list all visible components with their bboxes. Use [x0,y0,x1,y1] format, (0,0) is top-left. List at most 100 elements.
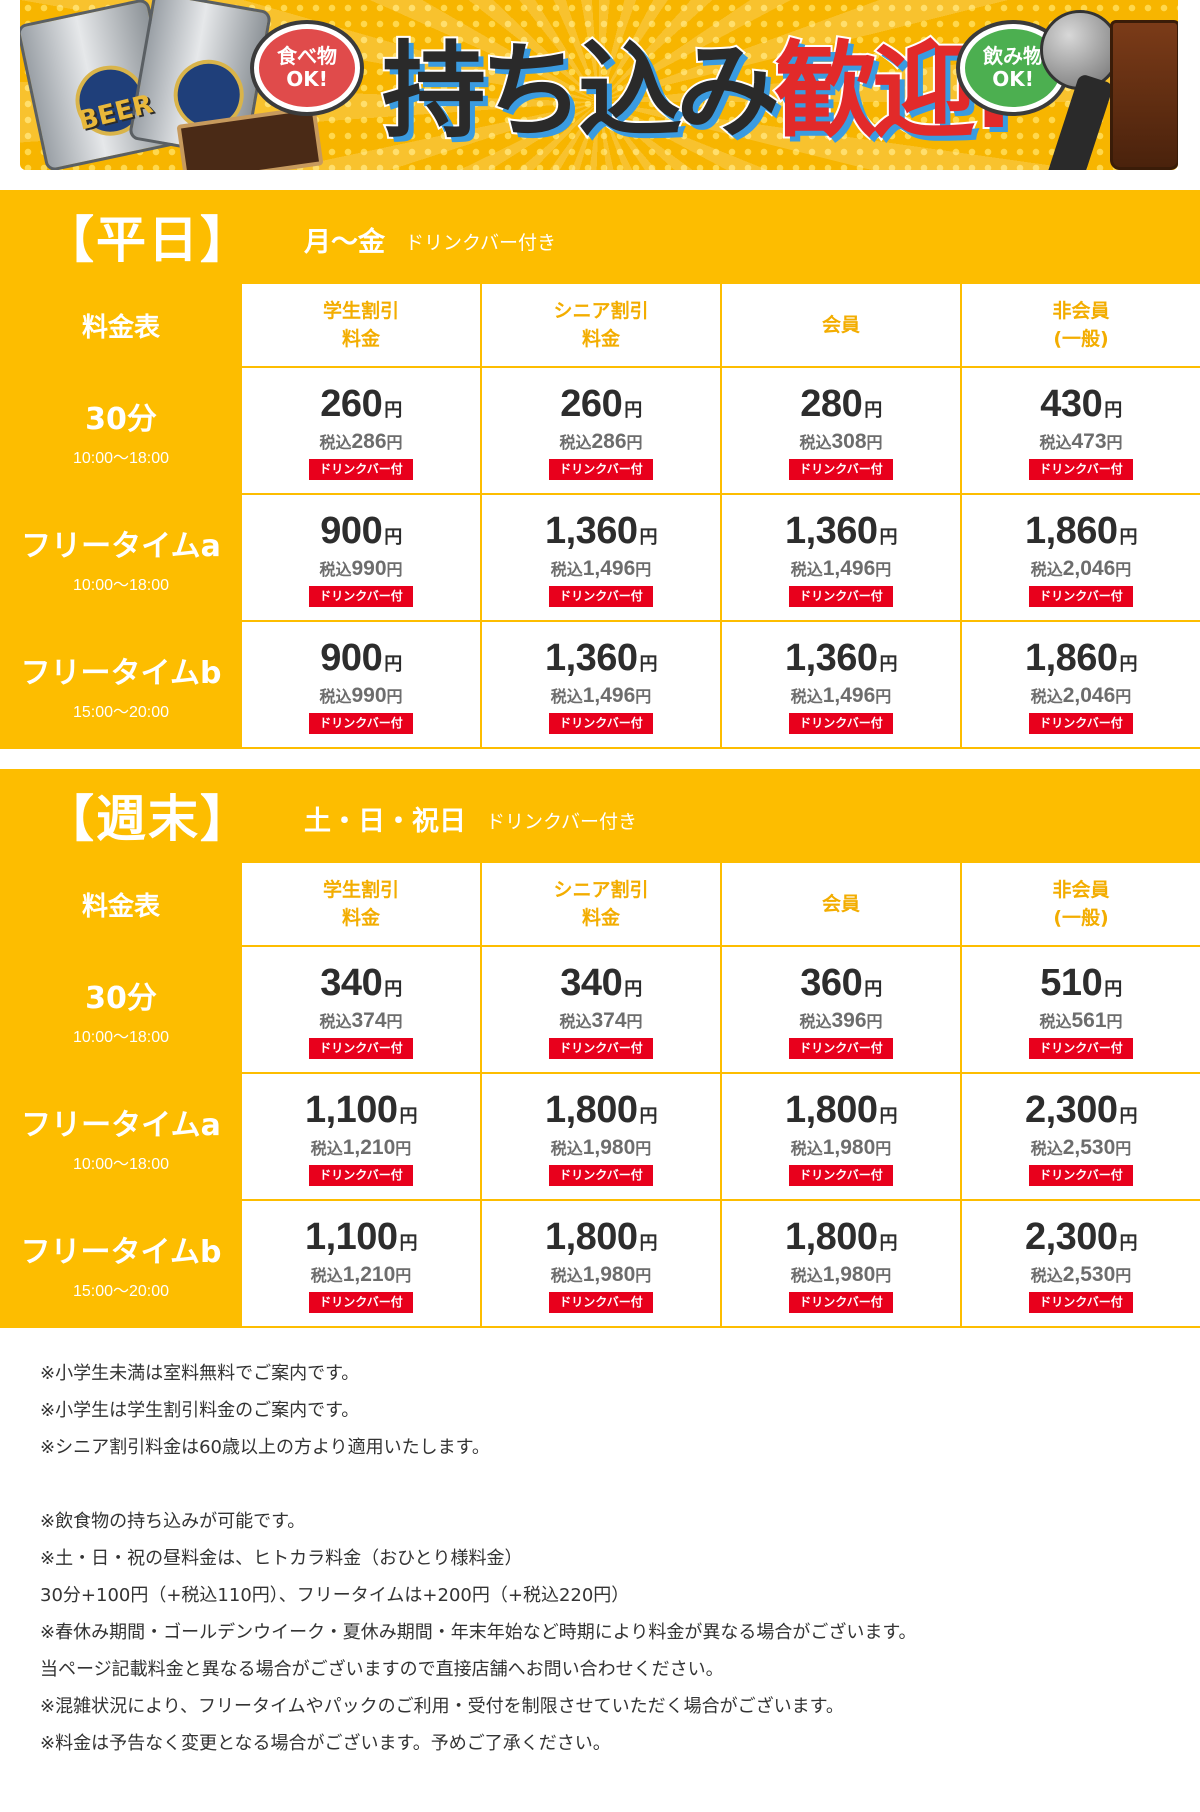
food-ok-bubble: 食べ物 OK! [254,24,360,112]
drink-cup-image [1110,20,1178,170]
table-row: 30分 10:00〜18:00 260 円税込286円 ドリンクバー付 260 円税込2… [0,366,1200,495]
table-header-row: 料金表 学生割引 料金 シニア割引 料金 会員 非会員 (一般) [0,861,1200,947]
drinkbar-badge: ドリンクバー付 [309,713,413,734]
price-cell: 1,800 円税込1,980円 ドリンクバー付 [720,1199,962,1328]
drinkbar-badge: ドリンクバー付 [789,586,893,607]
note-line: ※土・日・祝の昼料金は、ヒトカラ料金（おひとり様料金） [40,1548,523,1569]
drinkbar-badge: ドリンクバー付 [549,1038,653,1059]
drinkbar-badge: ドリンクバー付 [309,586,413,607]
price-cell: 900 円税込990円 ドリンクバー付 [240,620,482,749]
price-cell: 1,360 円税込1,496円 ドリンクバー付 [720,620,962,749]
weekday-price-table: 料金表 学生割引 料金 シニア割引 料金 会員 非会員 (一般) 30分 10:00〜1… [0,282,1200,749]
drinkbar-badge: ドリンクバー付 [549,713,653,734]
drinkbar-badge: ドリンクバー付 [549,1292,653,1313]
drinkbar-badge: ドリンクバー付 [1029,1038,1133,1059]
note-line: ※シニア割引料金は60歳以上の方より適用いたします。 [40,1437,490,1458]
drink-ok-text: 飲み物 OK! [983,44,1043,91]
drinkbar-badge: ドリンクバー付 [1029,1292,1133,1313]
row-header-freetime-b: フリータイムb 15:00〜20:00 [0,620,242,749]
weekend-title: 【週末】 [44,790,252,848]
note-spacer [40,1466,1180,1503]
price-cell: 260 円税込286円 ドリンクバー付 [240,366,482,495]
price-table-label: 料金表 [0,861,242,947]
weekend-price-section: 【週末】 土・日・祝日 ドリンクバー付き 料金表 学生割引 料金 シニア割引 料金 … [0,769,1200,1328]
note-line: 30分+100円（+税込110円）、フリータイムは+200円（+税込220円） [40,1585,630,1606]
column-header-member: 会員 [720,861,962,947]
price-cell: 340 円税込374円 ドリンクバー付 [480,945,722,1074]
note-line: 当ページ記載料金と異なる場合がございますので直接店舗へお問い合わせください。 [40,1659,724,1680]
row-header-freetime-b: フリータイムb 15:00〜20:00 [0,1199,242,1328]
weekday-section-header: 【平日】 月〜金 ドリンクバー付き [0,190,1200,282]
column-header-senior: シニア割引 料金 [480,282,722,368]
drinkbar-badge: ドリンクバー付 [549,1165,653,1186]
column-header-non-member: 非会員 (一般) [960,861,1200,947]
column-header-student: 学生割引 料金 [240,282,482,368]
drinkbar-badge: ドリンクバー付 [789,1038,893,1059]
headline-part1: 持ち込み [380,28,782,154]
price-cell: 1,360 円税込1,496円 ドリンクバー付 [480,620,722,749]
banner-headline: 持ち込み 歓迎! [380,6,1019,156]
drinkbar-badge: ドリンクバー付 [549,459,653,480]
price-cell: 2,300 円税込2,530円 ドリンクバー付 [960,1199,1200,1328]
drinkbar-badge: ドリンクバー付 [309,1038,413,1059]
note-line: ※飲食物の持ち込みが可能です。 [40,1511,306,1532]
price-cell: 340 円税込374円 ドリンクバー付 [240,945,482,1074]
price-cell: 1,100 円税込1,210円 ドリンクバー付 [240,1199,482,1328]
drinkbar-badge: ドリンクバー付 [789,713,893,734]
price-cell: 2,300 円税込2,530円 ドリンクバー付 [960,1072,1200,1201]
note-line: ※小学生は学生割引料金のご案内です。 [40,1400,360,1421]
weekday-price-section: 【平日】 月〜金 ドリンクバー付き 料金表 学生割引 料金 シニア割引 料金 会員 … [0,190,1200,749]
note-line: ※春休み期間・ゴールデンウイーク・夏休み期間・年末年始など時期により料金が異なる… [40,1622,917,1643]
row-header-freetime-a: フリータイムa 10:00〜18:00 [0,493,242,622]
microphone-image [1040,10,1120,170]
note-line: ※小学生未満は室料無料でご案内です。 [40,1363,360,1384]
weekday-days: 月〜金 [304,226,385,258]
price-cell: 1,800 円税込1,980円 ドリンクバー付 [720,1072,962,1201]
weekday-title: 【平日】 [44,211,252,269]
note-line: ※混雑状況により、フリータイムやパックのご利用・受付を制限させていただく場合がご… [40,1696,844,1717]
drinkbar-badge: ドリンクバー付 [1029,1165,1133,1186]
table-row: フリータイムb 15:00〜20:00 1,100 円税込1,210円 ドリンクバー付… [0,1199,1200,1328]
price-cell: 280 円税込308円 ドリンクバー付 [720,366,962,495]
notes-block: ※小学生未満は室料無料でご案内です。 ※小学生は学生割引料金のご案内です。 ※シ… [40,1355,1180,1762]
price-cell: 1,800 円税込1,980円 ドリンクバー付 [480,1199,722,1328]
column-header-senior: シニア割引 料金 [480,861,722,947]
column-header-student: 学生割引 料金 [240,861,482,947]
row-header-freetime-a: フリータイムa 10:00〜18:00 [0,1072,242,1201]
weekday-drinkbar-note: ドリンクバー付き [405,231,557,254]
promo-banner: BEER 食べ物 OK! 持ち込み 歓迎! 飲み物 OK! [20,0,1178,170]
table-row: フリータイムa 10:00〜18:00 1,100 円税込1,210円 ドリンクバー付… [0,1072,1200,1201]
price-cell: 1,860 円税込2,046円 ドリンクバー付 [960,620,1200,749]
row-header-30min: 30分 10:00〜18:00 [0,945,242,1074]
weekend-section-header: 【週末】 土・日・祝日 ドリンクバー付き [0,769,1200,861]
price-cell: 1,360 円税込1,496円 ドリンクバー付 [720,493,962,622]
price-cell: 360 円税込396円 ドリンクバー付 [720,945,962,1074]
drinkbar-badge: ドリンクバー付 [1029,586,1133,607]
price-cell: 510 円税込561円 ドリンクバー付 [960,945,1200,1074]
row-header-30min: 30分 10:00〜18:00 [0,366,242,495]
weekend-days: 土・日・祝日 [304,805,466,837]
drinkbar-badge: ドリンクバー付 [789,1165,893,1186]
price-cell: 900 円税込990円 ドリンクバー付 [240,493,482,622]
price-table-label: 料金表 [0,282,242,368]
drinkbar-badge: ドリンクバー付 [309,1165,413,1186]
drinkbar-badge: ドリンクバー付 [1029,459,1133,480]
column-header-member: 会員 [720,282,962,368]
price-cell: 1,800 円税込1,980円 ドリンクバー付 [480,1072,722,1201]
column-header-non-member: 非会員 (一般) [960,282,1200,368]
price-cell: 1,100 円税込1,210円 ドリンクバー付 [240,1072,482,1201]
table-header-row: 料金表 学生割引 料金 シニア割引 料金 会員 非会員 (一般) [0,282,1200,368]
drinkbar-badge: ドリンクバー付 [1029,713,1133,734]
price-cell: 260 円税込286円 ドリンクバー付 [480,366,722,495]
drinkbar-badge: ドリンクバー付 [309,459,413,480]
drinkbar-badge: ドリンクバー付 [789,459,893,480]
note-line: ※料金は予告なく変更となる場合がございます。予めご了承ください。 [40,1733,611,1754]
drinkbar-badge: ドリンクバー付 [309,1292,413,1313]
table-row: 30分 10:00〜18:00 340 円税込374円 ドリンクバー付 340 円税込3… [0,945,1200,1074]
price-cell: 1,860 円税込2,046円 ドリンクバー付 [960,493,1200,622]
price-cell: 430 円税込473円 ドリンクバー付 [960,366,1200,495]
table-row: フリータイムa 10:00〜18:00 900 円税込990円 ドリンクバー付 1,3… [0,493,1200,622]
price-cell: 1,360 円税込1,496円 ドリンクバー付 [480,493,722,622]
weekend-price-table: 料金表 学生割引 料金 シニア割引 料金 会員 非会員 (一般) 30分 10:00〜1… [0,861,1200,1328]
food-ok-text: 食べ物 OK! [277,44,337,91]
